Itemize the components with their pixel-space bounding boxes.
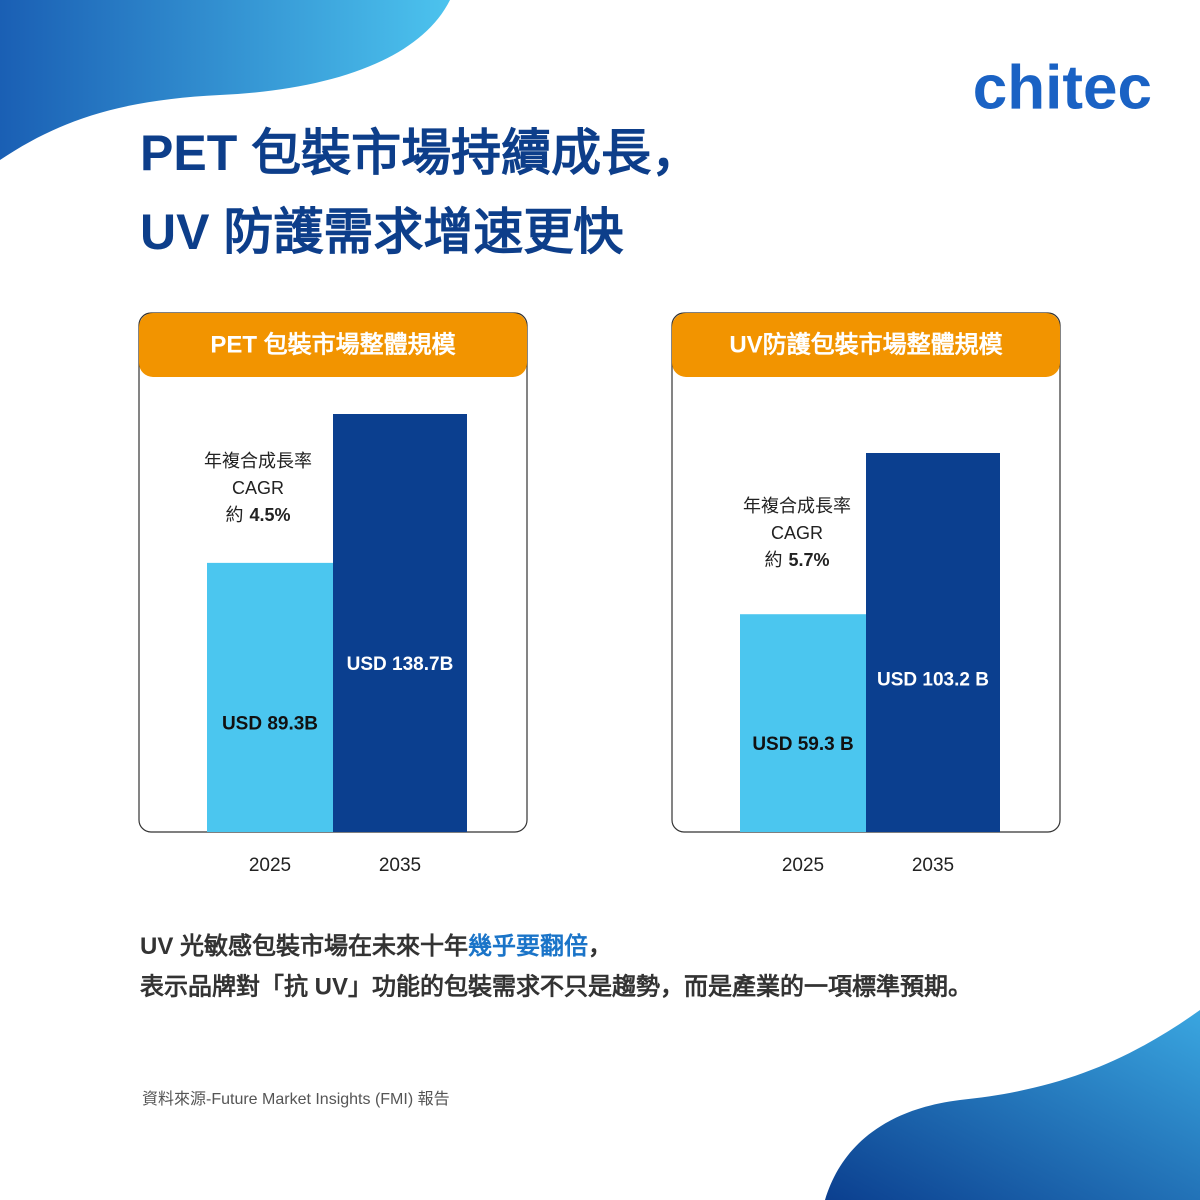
chart-header [139, 313, 527, 377]
conclusion-text: UV 光敏感包裝市場在未來十年 [140, 932, 468, 960]
highlight: 幾乎要翻倍 [468, 932, 588, 960]
conclusion: UV 光敏感包裝市場在未來十年幾乎要翻倍， [140, 932, 612, 960]
x-tick-label: 2035 [912, 855, 954, 876]
conclusion-text: ， [588, 933, 612, 960]
chart-title: UV防護包裝市場整體規模 [729, 330, 1003, 358]
cagr-value: 5.7% [788, 550, 829, 570]
annotation: 約 4.5% [225, 505, 290, 525]
wave-top [0, 0, 450, 160]
headline: PET 包裝市場持續成長， [140, 125, 701, 181]
annotation: 約 5.7% [764, 550, 829, 570]
value-label: USD 89.3B [222, 713, 318, 734]
x-tick-label: 2025 [782, 855, 824, 876]
x-tick-label: 2035 [379, 855, 421, 876]
annotation-prefix: 約 [225, 505, 243, 525]
x-tick-label: 2025 [249, 855, 291, 876]
annotation: CAGR [232, 478, 284, 498]
wave-bottom [825, 1010, 1200, 1200]
value-label: USD 59.3 B [752, 734, 853, 755]
annotation: CAGR [771, 523, 823, 543]
value-label: USD 138.7B [347, 654, 454, 675]
source: 資料來源-Future Market Insights (FMI) 報告 [142, 1090, 450, 1108]
logo: chitec [973, 53, 1152, 122]
annotation: 年複合成長率 [743, 496, 851, 516]
bar [207, 562, 333, 832]
bar [866, 453, 1000, 832]
annotation: 年複合成長率 [204, 451, 312, 471]
annotation-prefix: 約 [764, 550, 782, 570]
chart-header [672, 313, 1060, 377]
chart-title: PET 包裝市場整體規模 [210, 330, 456, 358]
cagr-value: 4.5% [249, 505, 290, 525]
bar [740, 614, 866, 832]
bar [333, 414, 467, 832]
value-label: USD 103.2 B [877, 669, 989, 690]
conclusion: 表示品牌對「抗 UV」功能的包裝需求不只是趨勢，而是產業的一項標準預期。 [140, 972, 972, 1000]
headline: UV 防護需求增速更快 [140, 204, 624, 260]
